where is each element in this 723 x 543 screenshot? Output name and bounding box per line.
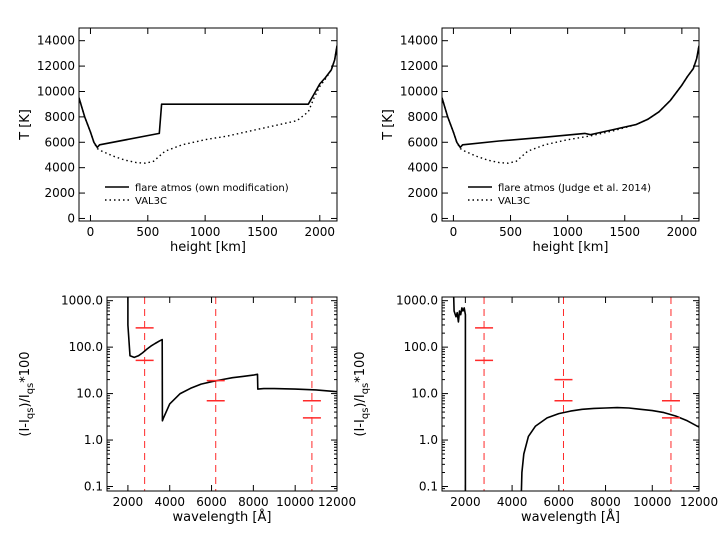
x-axis-label: height [km] <box>170 240 246 255</box>
series-line-1 <box>452 297 467 491</box>
x-tick-label: 0 <box>87 225 95 239</box>
series-line-2 <box>520 406 699 491</box>
x-axis-label: wavelength [Å] <box>521 509 620 525</box>
x-tick-label: 1000 <box>552 225 583 239</box>
x-tick-label: 1500 <box>247 225 278 239</box>
y-tick-label: 0 <box>430 211 438 225</box>
y-tick-label: 4000 <box>44 161 75 175</box>
x-tick-label: 0 <box>450 225 458 239</box>
legend-label: VAL3C <box>135 196 167 207</box>
y-axis-label: (I-Iqs)/Iqs*100 <box>353 351 371 436</box>
y-tick-label: 1.0 <box>419 433 438 447</box>
y-tick-label: 1.0 <box>84 433 103 447</box>
y-tick-label: 0.1 <box>419 479 438 493</box>
chart-panel-3: 2000 4000 6000 8000 10000 12000 0.1 1.0 10.0 100.… <box>18 294 356 525</box>
plot-frame <box>78 27 338 222</box>
chart-panel-4: 2000 4000 6000 8000 10000 12000 0.1 1.0 10.0 100.… <box>353 294 718 525</box>
x-tick-label: 6000 <box>544 495 575 509</box>
y-tick-label: 4000 <box>407 161 438 175</box>
x-tick-label: 1500 <box>609 225 640 239</box>
plot-frame <box>106 296 338 492</box>
y-tick-label: 100.0 <box>69 340 103 354</box>
plot-frame <box>441 27 700 222</box>
x-tick-label: 6000 <box>196 495 227 509</box>
x-axis-label: wavelength [Å] <box>173 509 272 525</box>
y-tick-label: 6000 <box>407 135 438 149</box>
x-tick-label: 2000 <box>450 495 481 509</box>
y-tick-label: 12000 <box>400 59 438 73</box>
y-tick-label: 14000 <box>37 34 75 48</box>
x-tick-label: 4000 <box>497 495 528 509</box>
y-tick-label: 1000.0 <box>396 294 438 308</box>
y-tick-label: 2000 <box>44 186 75 200</box>
x-tick-label: 2000 <box>667 225 698 239</box>
y-tick-label: 12000 <box>37 59 75 73</box>
series-line-1 <box>79 45 337 149</box>
x-tick-label: 2000 <box>113 495 144 509</box>
legend-label: flare atmos (own modification) <box>135 183 289 194</box>
x-tick-label: 10000 <box>633 495 671 509</box>
y-tick-label: 8000 <box>407 110 438 124</box>
y-tick-label: 100.0 <box>404 340 438 354</box>
y-tick-label: 10000 <box>37 84 75 98</box>
y-axis-label: T [K] <box>381 109 396 141</box>
y-tick-label: 2000 <box>407 186 438 200</box>
legend-label: flare atmos (Judge et al. 2014) <box>498 183 651 194</box>
x-tick-label: 1000 <box>190 225 221 239</box>
x-tick-label: 8000 <box>590 495 621 509</box>
y-tick-label: 10.0 <box>76 387 103 401</box>
series-line-1 <box>442 45 699 149</box>
y-tick-label: 8000 <box>44 110 75 124</box>
x-tick-label: 10000 <box>276 495 314 509</box>
chart-panel-2: 0 500 1000 1500 2000 0 2000 4000 6000 8000 10000 12… <box>381 27 700 255</box>
y-tick-label: 6000 <box>44 135 75 149</box>
chart-panel-1: 0 500 1000 1500 2000 0 2000 4000 6000 8000 10000 12… <box>18 27 338 255</box>
plot-area <box>442 45 699 164</box>
y-tick-label: 0.1 <box>84 479 103 493</box>
x-axis-label: height [km] <box>533 240 609 255</box>
x-tick-label: 500 <box>136 225 159 239</box>
y-axis-label: (I-Iqs)/Iqs*100 <box>18 351 36 436</box>
y-axis-label: T [K] <box>18 109 33 141</box>
y-tick-label: 10.0 <box>411 387 438 401</box>
x-tick-label: 12000 <box>318 495 356 509</box>
x-tick-label: 2000 <box>305 225 336 239</box>
plot-frame <box>441 296 700 492</box>
plot-area <box>452 297 699 491</box>
series-line-1 <box>127 297 337 422</box>
y-tick-label: 10000 <box>400 84 438 98</box>
legend-label: VAL3C <box>498 196 530 207</box>
x-tick-label: 12000 <box>680 495 718 509</box>
plot-area <box>127 297 337 491</box>
y-tick-label: 14000 <box>400 34 438 48</box>
series-line-2 <box>79 45 337 164</box>
y-tick-label: 1000.0 <box>61 294 103 308</box>
x-tick-label: 8000 <box>238 495 269 509</box>
plot-area <box>79 45 337 164</box>
x-tick-label: 500 <box>499 225 522 239</box>
series-line-2 <box>442 45 699 164</box>
x-tick-label: 4000 <box>154 495 185 509</box>
y-tick-label: 0 <box>67 211 75 225</box>
